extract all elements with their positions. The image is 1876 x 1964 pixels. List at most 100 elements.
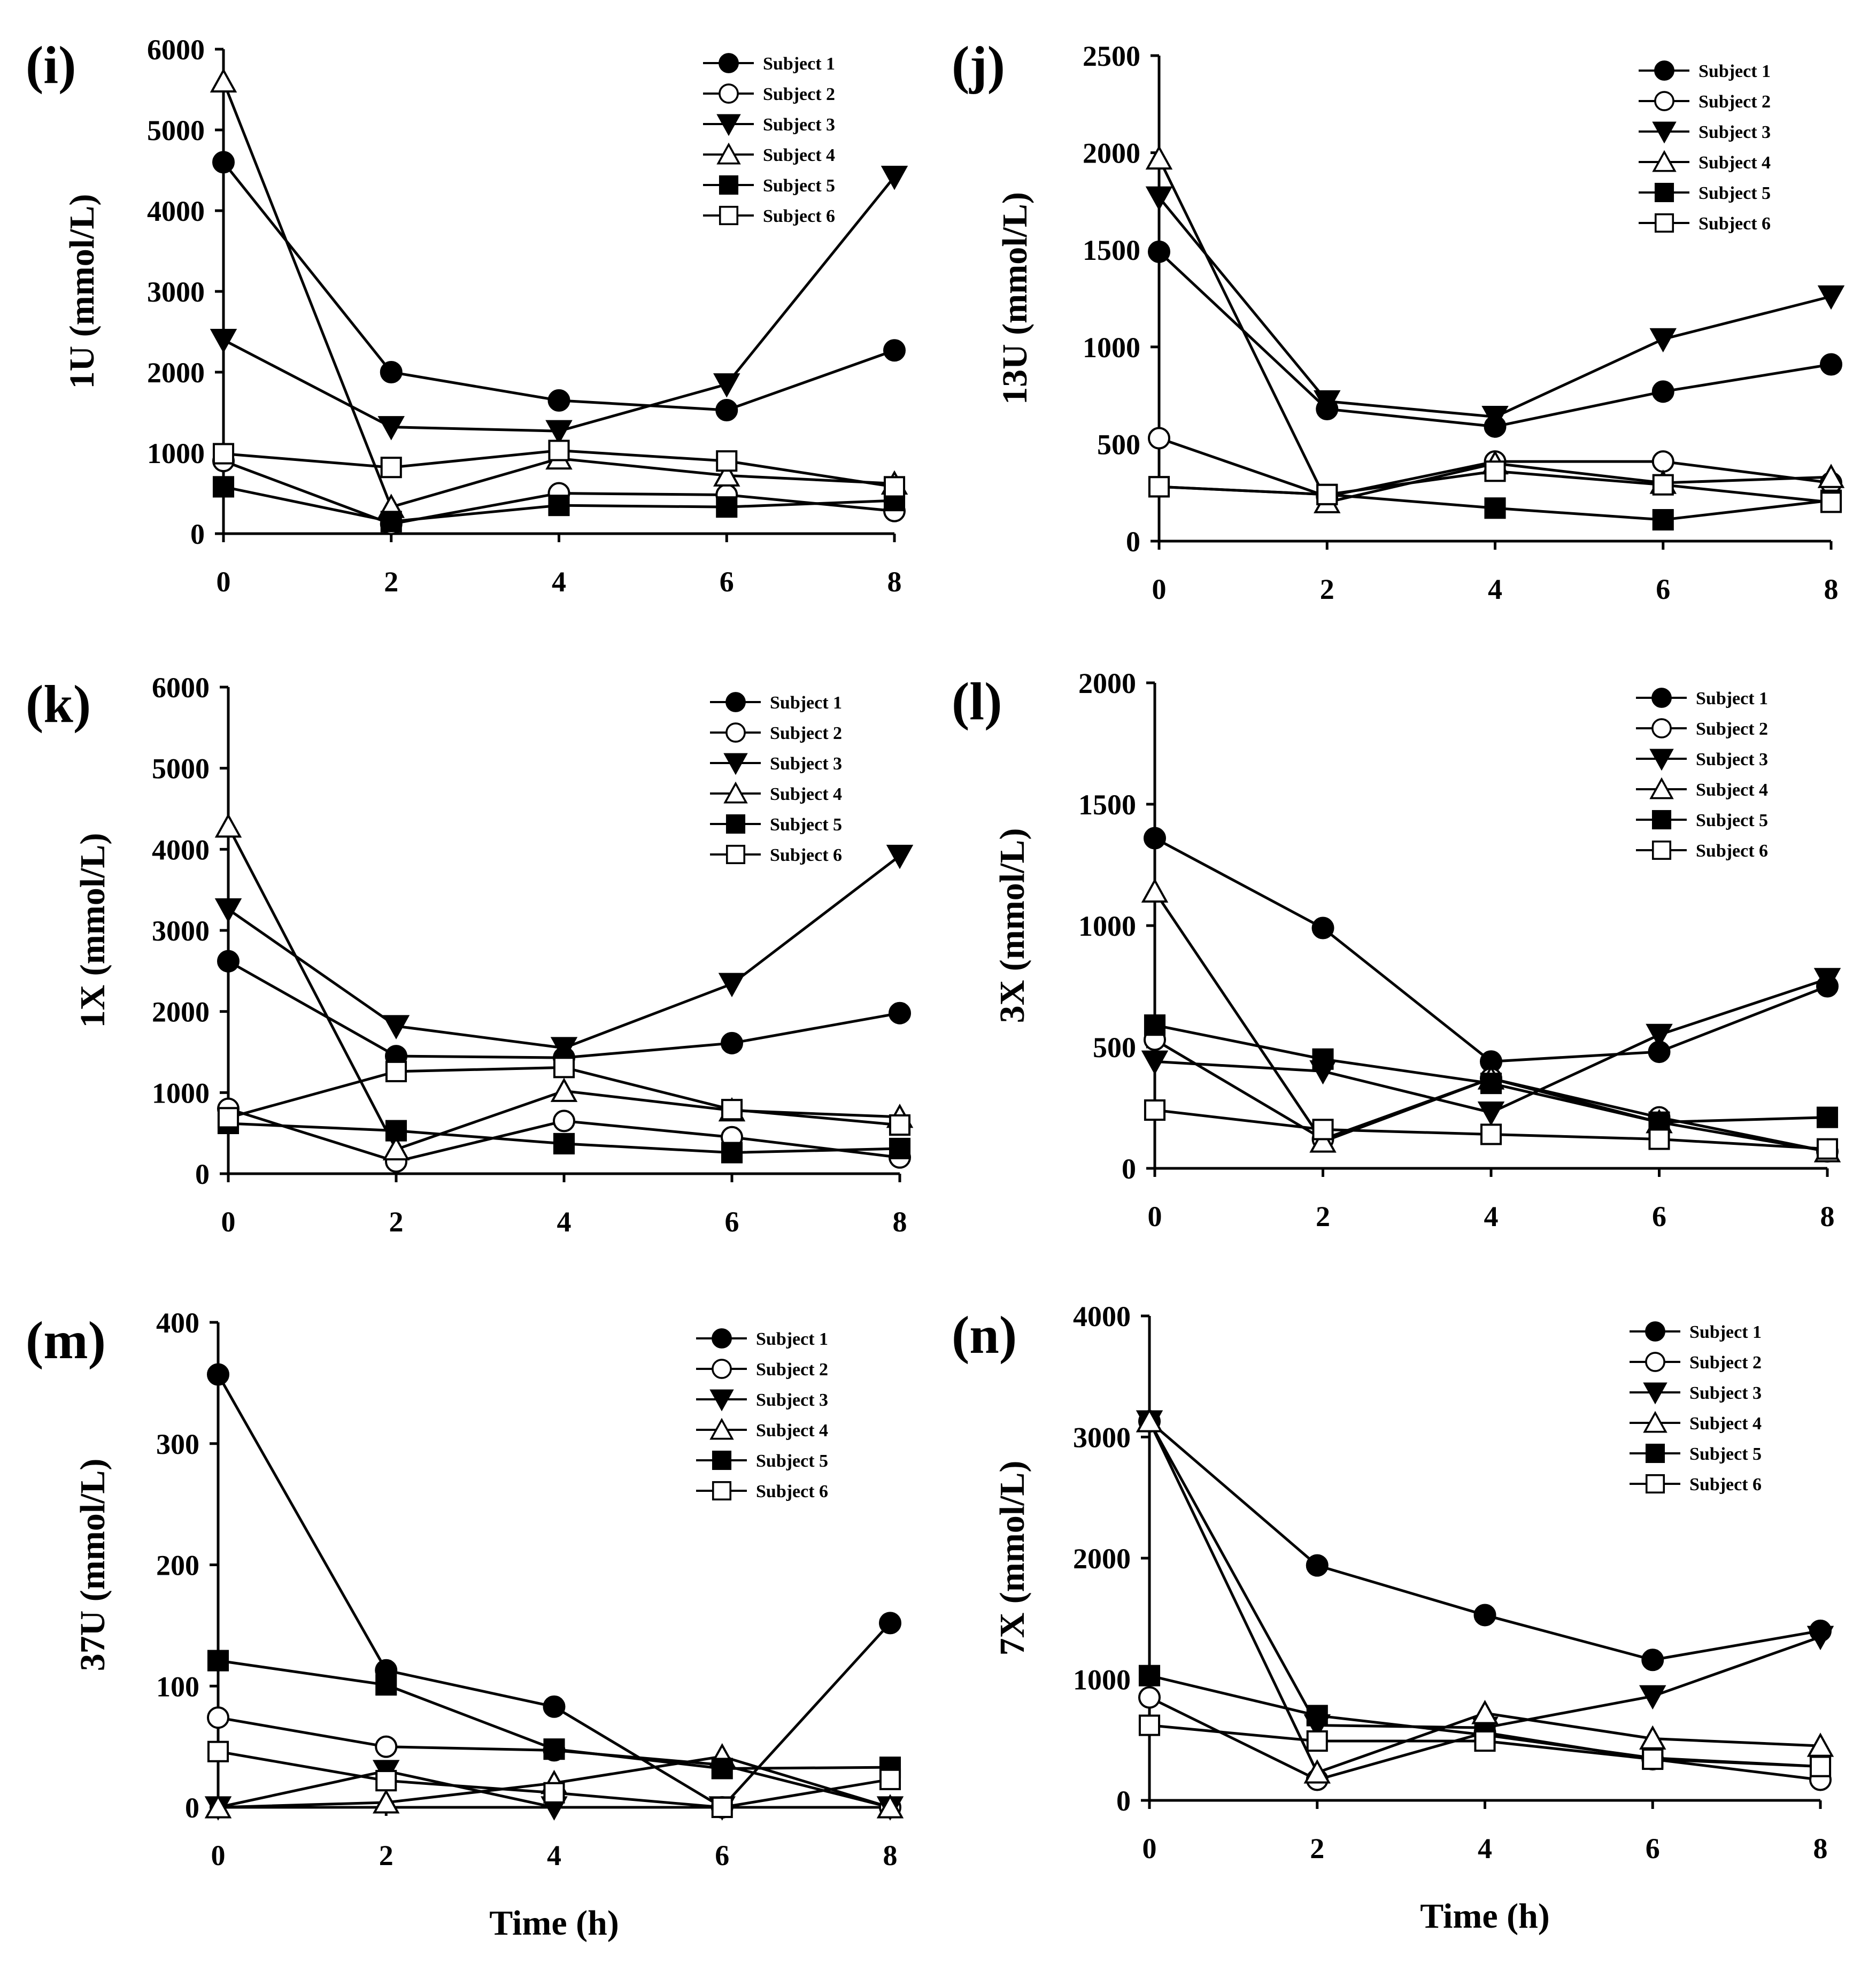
data-point-subject-5 [385, 1120, 407, 1142]
y-axis-title: 7X (mmol/L) [993, 1461, 1032, 1656]
data-point-subject-4 [373, 1789, 400, 1814]
legend-label: Subject 6 [1696, 841, 1768, 861]
legend: Subject 1 Subject 2 Subject 3 Subject 4 Subj… [1639, 60, 1771, 234]
x-tick-label: 0 [1142, 1832, 1157, 1865]
chart-panel-2: (k) 0 1000 2000 3000 4000 5000 6000 0 2 4 6 8 1X (mmo… [26, 672, 914, 1238]
legend-label: Subject 4 [770, 784, 842, 804]
legend-marker-subject-3 [1643, 1382, 1667, 1405]
legend-marker-subject-3 [1649, 749, 1674, 771]
x-tick-label: 8 [887, 566, 902, 598]
x-tick-label: 2 [384, 566, 398, 598]
legend-label: Subject 4 [756, 1421, 828, 1441]
legend-marker-subject-1 [1651, 688, 1672, 708]
legend-marker-subject-5 [1651, 810, 1672, 830]
legend-label: Subject 1 [1689, 1322, 1762, 1342]
chart-panel-4: (m) 0 100 200 300 400 0 2 4 6 8 37U (mmol/L) Time (h… [26, 1307, 904, 1943]
x-tick-label: 2 [1316, 1200, 1330, 1233]
data-point-subject-6 [889, 1114, 911, 1136]
legend-marker-subject-3 [1652, 121, 1677, 144]
data-point-subject-6 [1480, 1123, 1502, 1145]
data-point-subject-1 [1473, 1604, 1496, 1627]
data-point-subject-2 [207, 1706, 229, 1729]
y-tick-label: 2000 [147, 357, 205, 389]
data-point-subject-4 [210, 68, 237, 93]
data-point-subject-3 [1813, 968, 1841, 992]
x-tick-label: 6 [1646, 1832, 1660, 1865]
y-tick-label: 0 [1126, 526, 1140, 558]
legend-label: Subject 2 [1699, 92, 1771, 112]
data-point-subject-5 [1306, 1705, 1328, 1727]
y-tick-label: 3000 [152, 915, 210, 947]
legend-label: Subject 6 [1699, 214, 1771, 234]
y-tick-label: 6000 [147, 34, 205, 66]
data-point-subject-1 [217, 950, 240, 973]
legend-marker-subject-2 [719, 83, 739, 104]
x-tick-label: 0 [221, 1206, 236, 1238]
data-point-subject-4 [550, 1077, 578, 1102]
y-tick-label: 400 [156, 1307, 199, 1339]
data-point-subject-5 [716, 496, 738, 518]
data-point-subject-4 [1471, 1700, 1499, 1724]
data-point-subject-1 [715, 398, 738, 421]
series-line-1 [1158, 251, 1832, 428]
legend-marker-subject-3 [723, 753, 748, 775]
legend-marker-subject-2 [1645, 1352, 1665, 1372]
y-tick-label: 1000 [147, 437, 205, 469]
panel-label: (n) [952, 1305, 1017, 1365]
data-point-subject-1 [1148, 240, 1170, 263]
legend-marker-subject-1 [725, 692, 746, 712]
y-tick-label: 6000 [152, 672, 210, 704]
y-tick-label: 1000 [152, 1077, 210, 1109]
data-point-subject-6 [1316, 483, 1338, 505]
panel-label: (i) [26, 35, 76, 95]
data-point-subject-3 [1481, 405, 1509, 430]
x-tick-label: 4 [557, 1206, 572, 1238]
legend-label: Subject 6 [756, 1482, 828, 1501]
data-point-subject-3 [1817, 285, 1845, 310]
data-point-subject-4 [204, 1794, 232, 1819]
y-axis-title: 3X (mmol/L) [993, 828, 1032, 1023]
data-point-subject-5 [548, 495, 570, 517]
panel-label: (m) [26, 1311, 106, 1370]
series-line-1 [222, 161, 895, 412]
x-tick-label: 2 [379, 1839, 393, 1871]
data-point-subject-3 [1145, 186, 1173, 211]
y-tick-label: 0 [195, 1158, 210, 1190]
y-axis-title: 1X (mmol/L) [73, 833, 112, 1028]
legend-marker-subject-6 [1645, 1474, 1665, 1494]
data-point-subject-5 [1480, 1073, 1502, 1095]
data-point-subject-1 [1144, 827, 1166, 850]
x-tick-label: 0 [217, 566, 231, 598]
data-point-subject-5 [711, 1758, 733, 1780]
legend-label: Subject 1 [1696, 689, 1768, 708]
panel-label: (k) [26, 674, 91, 734]
x-axis-title: Time (h) [1420, 1897, 1550, 1936]
y-axis-title: 37U (mmol/L) [73, 1459, 112, 1672]
y-tick-label: 4000 [152, 834, 210, 866]
data-point-subject-3 [1314, 390, 1341, 415]
series-line-1 [1154, 837, 1828, 1063]
x-tick-label: 2 [389, 1206, 404, 1238]
data-point-subject-6 [1648, 1128, 1670, 1150]
data-point-subject-6 [1474, 1730, 1496, 1752]
data-point-subject-3 [545, 420, 573, 445]
data-point-subject-5 [207, 1650, 229, 1672]
data-point-subject-5 [889, 1137, 911, 1160]
legend-label: Subject 3 [1699, 122, 1771, 142]
y-tick-label: 0 [1116, 1785, 1131, 1817]
data-point-subject-5 [1816, 1106, 1839, 1128]
legend-label: Subject 6 [763, 206, 835, 226]
data-point-subject-3 [886, 844, 914, 869]
chart-panel-1: (j) 0 500 1000 1500 2000 2500 0 2 4 6 8 13U (mmol/L)… [952, 35, 1845, 605]
data-point-subject-5 [721, 1142, 743, 1164]
data-point-subject-4 [214, 813, 242, 838]
y-axis-title: 13U (mmol/L) [995, 192, 1034, 405]
data-point-subject-3 [214, 898, 242, 923]
legend-marker-subject-2 [712, 1359, 732, 1379]
legend-label: Subject 4 [1699, 153, 1771, 173]
legend-marker-subject-2 [1651, 718, 1672, 738]
data-point-subject-6 [711, 1796, 733, 1819]
x-tick-label: 4 [1478, 1832, 1492, 1865]
x-tick-label: 4 [1484, 1200, 1499, 1233]
data-point-subject-4 [876, 1794, 904, 1819]
